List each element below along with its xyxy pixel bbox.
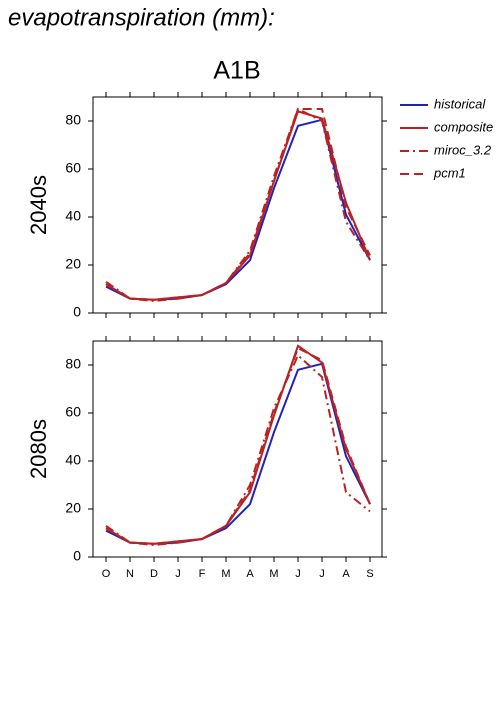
y-tick-label: 80 [65,112,81,128]
x-tick-label: A [246,568,254,580]
plot-frame [92,96,383,314]
y-axis-label: 2040s [26,175,51,235]
x-tick-label: S [366,568,373,580]
y-tick-label: 40 [65,208,81,224]
y-tick-label: 0 [73,548,81,564]
series-line [105,108,371,301]
y-axis-label: 2080s [26,419,51,479]
x-tick-label: A [342,568,350,580]
legend-label: pcm1 [433,165,466,180]
y-tick-label: 60 [65,160,81,176]
x-tick-label: J [175,568,181,580]
y-tick-label: 20 [65,256,81,272]
y-tick-label: 40 [65,452,81,468]
plot-frame [92,340,383,558]
page-title: evapotranspiration (mm): [8,4,275,31]
x-tick-label: M [221,568,230,580]
x-tick-label: N [126,568,134,580]
x-tick-label: M [269,568,278,580]
y-tick-label: 0 [73,304,81,320]
legend-label: historical [434,96,486,111]
series-line [105,346,371,545]
y-tick-label: 80 [65,356,81,372]
y-tick-label: 20 [65,500,81,516]
series-line [105,353,371,547]
x-tick-label: J [295,568,301,580]
y-tick-label: 60 [65,404,81,420]
x-tick-label: O [102,568,111,580]
x-tick-label: D [150,568,158,580]
series-line [105,107,371,303]
series-line [105,344,371,545]
legend-label: miroc_3.2 [434,142,492,157]
scenario-title: A1B [213,57,260,85]
x-tick-label: J [319,568,325,580]
x-tick-label: F [199,568,206,580]
legend-label: composite [434,119,493,134]
